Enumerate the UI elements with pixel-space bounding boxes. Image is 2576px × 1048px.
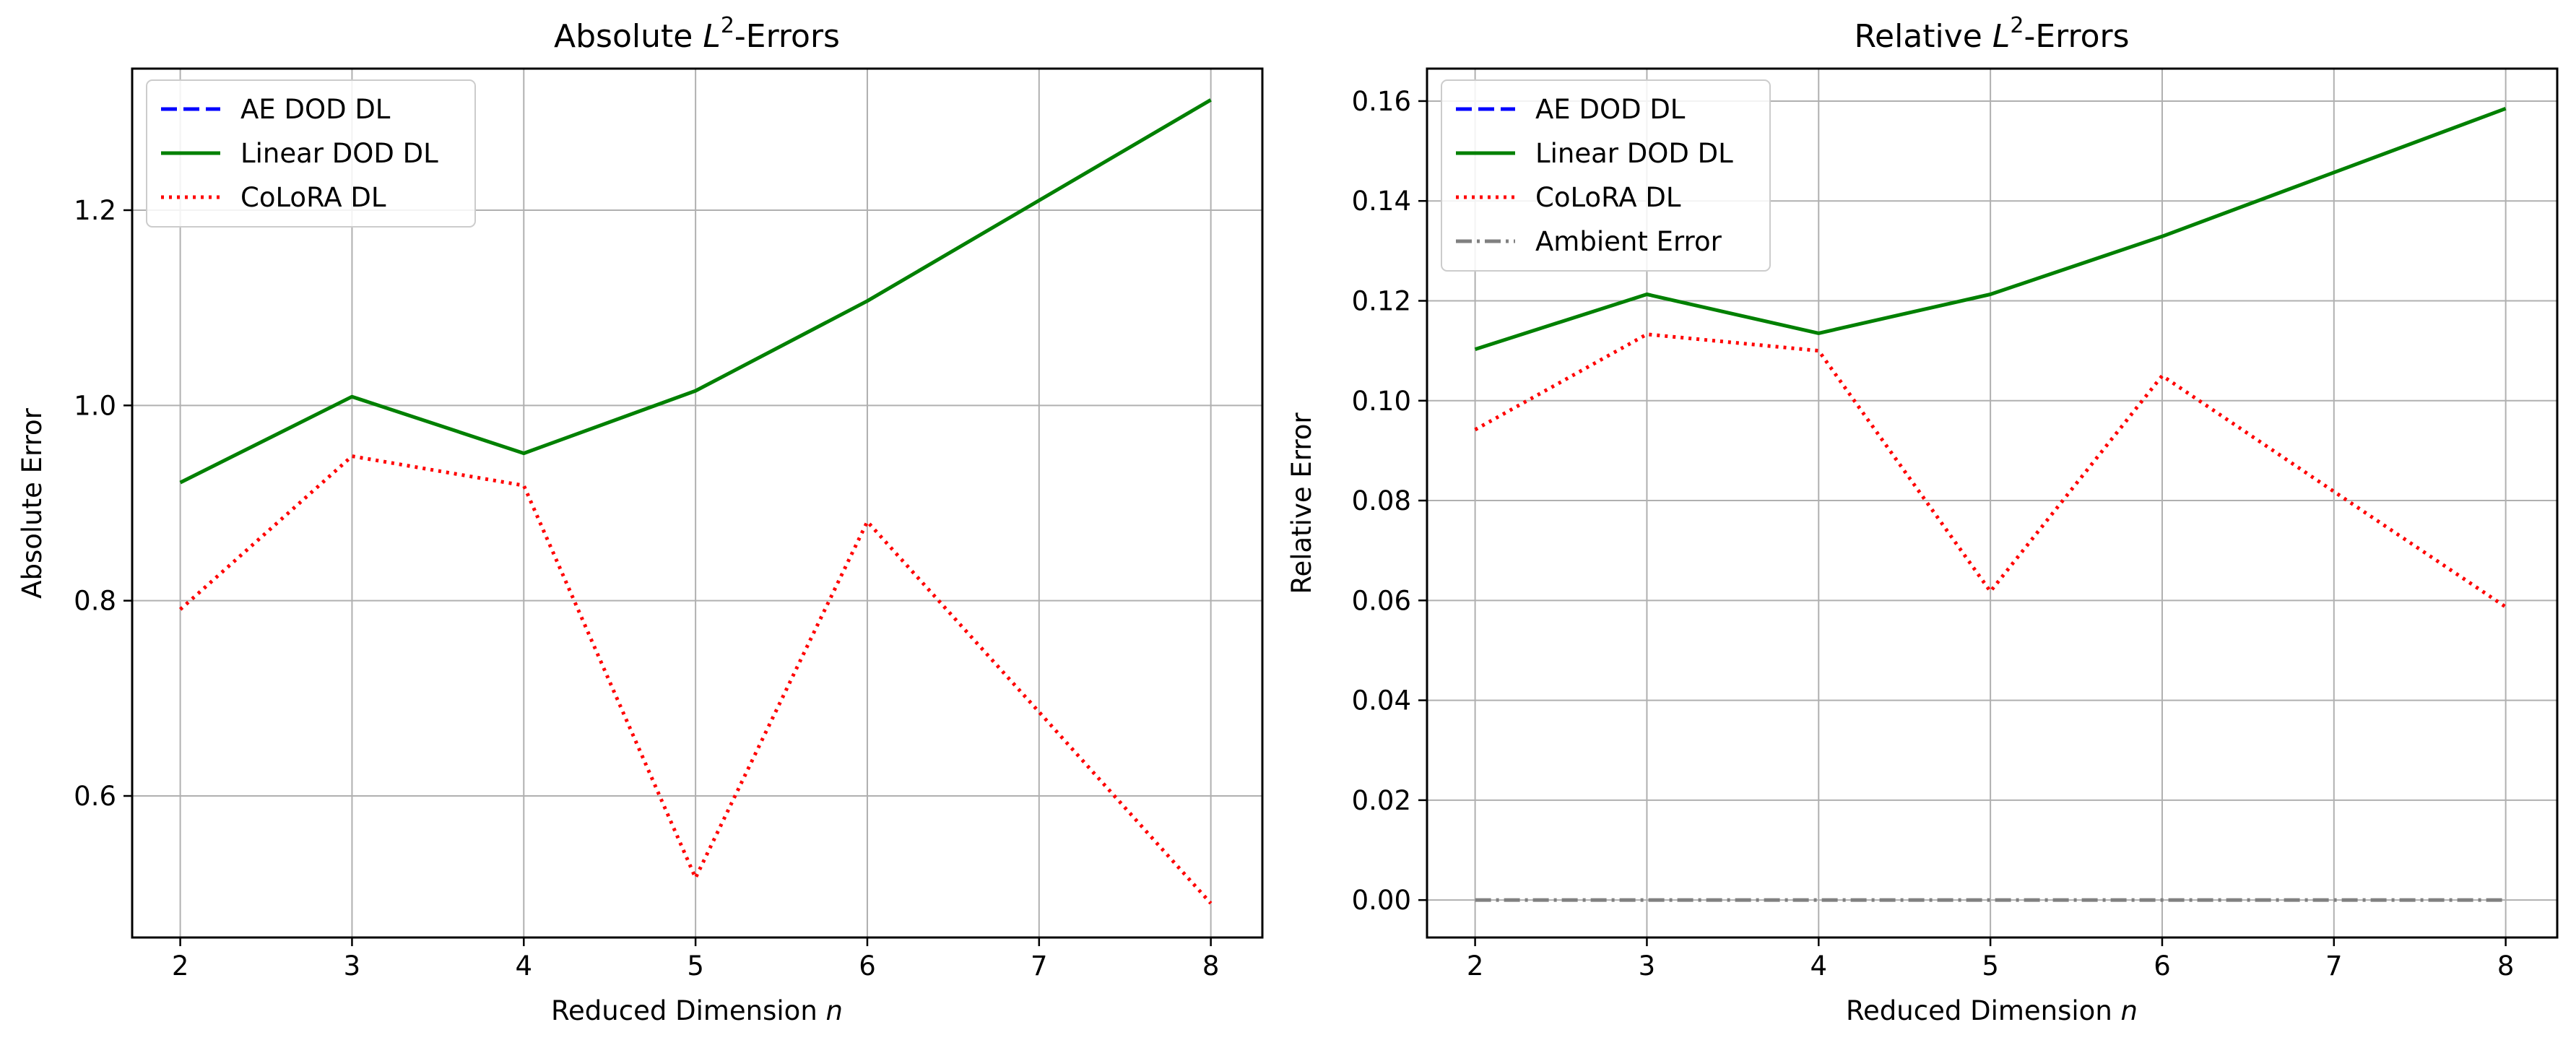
relative-y-tick-label: 0.10 — [1352, 386, 1411, 417]
absolute-chart-legend: AE DOD DL Linear DOD DL CoLoRA DL — [146, 79, 476, 228]
absolute-x-tick-label: 4 — [516, 950, 533, 982]
relative-chart-x-axis-label: Reduced Dimension n — [1846, 995, 2138, 1026]
absolute-chart-y-ticks: 0.6 0.8 1.0 1.2 — [74, 195, 132, 812]
relative-x-tick-label: 7 — [2325, 950, 2343, 982]
relative-legend-label: Ambient Error — [1535, 226, 1722, 257]
relative-x-tick-label: 3 — [1639, 950, 1656, 982]
relative-error-chart: 2 3 4 5 6 7 8 0.00 0.02 0.04 0.06 0.08 0.10 0.12 0.14… — [1286, 13, 2559, 1026]
absolute-y-tick-label: 1.2 — [74, 195, 116, 226]
relative-chart-x-ticks: 2 3 4 5 6 7 8 — [1467, 937, 2515, 982]
absolute-legend-label: AE DOD DL — [240, 94, 391, 125]
absolute-legend-label: Linear DOD DL — [240, 138, 438, 169]
relative-chart-frame — [1426, 67, 2559, 939]
relative-chart-y-axis-label: Relative Error — [1286, 412, 1317, 594]
relative-legend-label: CoLoRA DL — [1535, 182, 1681, 213]
absolute-x-tick-label: 8 — [1202, 950, 1220, 982]
relative-x-tick-label: 2 — [1467, 950, 1484, 982]
relative-series-linear-dod-dl — [1474, 106, 2507, 351]
relative-y-tick-label: 0.00 — [1352, 885, 1411, 916]
relative-y-tick-label: 0.06 — [1352, 585, 1411, 616]
relative-legend-box — [1441, 79, 1771, 272]
absolute-chart-x-axis-label: Reduced Dimension n — [551, 995, 843, 1026]
relative-y-tick-label: 0.02 — [1352, 785, 1411, 816]
absolute-legend-box — [146, 79, 476, 228]
absolute-x-tick-label: 7 — [1031, 950, 1048, 982]
relative-y-tick-label: 0.14 — [1352, 186, 1411, 217]
absolute-y-tick-label: 0.8 — [74, 586, 116, 617]
relative-legend-label: Linear DOD DL — [1535, 138, 1733, 169]
relative-chart-legend: AE DOD DL Linear DOD DL CoLoRA DL Ambient E… — [1441, 79, 1771, 272]
absolute-x-tick-label: 3 — [344, 950, 361, 982]
relative-y-tick-label: 0.12 — [1352, 285, 1411, 316]
absolute-x-tick-label: 2 — [172, 950, 189, 982]
absolute-y-tick-label: 1.0 — [74, 390, 116, 421]
absolute-x-tick-label: 5 — [687, 950, 704, 982]
relative-x-tick-label: 5 — [1982, 950, 1999, 982]
relative-chart-lines — [1474, 106, 2507, 902]
absolute-legend-label: CoLoRA DL — [240, 182, 386, 213]
absolute-y-tick-label: 0.6 — [74, 781, 116, 812]
absolute-chart-lines — [178, 98, 1213, 905]
absolute-chart-frame — [131, 67, 1264, 939]
absolute-chart-grid — [132, 69, 1262, 937]
relative-y-tick-label: 0.16 — [1352, 86, 1411, 117]
relative-y-tick-label: 0.04 — [1352, 685, 1411, 716]
relative-x-tick-label: 6 — [2154, 950, 2171, 982]
absolute-chart-title: Absolute L2-Errors — [554, 13, 840, 55]
relative-x-tick-label: 8 — [2497, 950, 2515, 982]
relative-legend-label: AE DOD DL — [1535, 94, 1686, 125]
relative-chart-title: Relative L2-Errors — [1854, 13, 2129, 55]
relative-x-tick-label: 4 — [1810, 950, 1828, 982]
relative-chart-y-ticks: 0.00 0.02 0.04 0.06 0.08 0.10 0.12 0.14 0.16 — [1352, 86, 1427, 916]
absolute-chart-y-axis-label: Absolute Error — [17, 407, 48, 598]
relative-y-tick-label: 0.08 — [1352, 485, 1411, 516]
absolute-x-tick-label: 6 — [859, 950, 876, 982]
absolute-chart-x-ticks: 2 3 4 5 6 7 8 — [172, 937, 1220, 982]
absolute-series-linear-dod-dl — [179, 98, 1212, 485]
